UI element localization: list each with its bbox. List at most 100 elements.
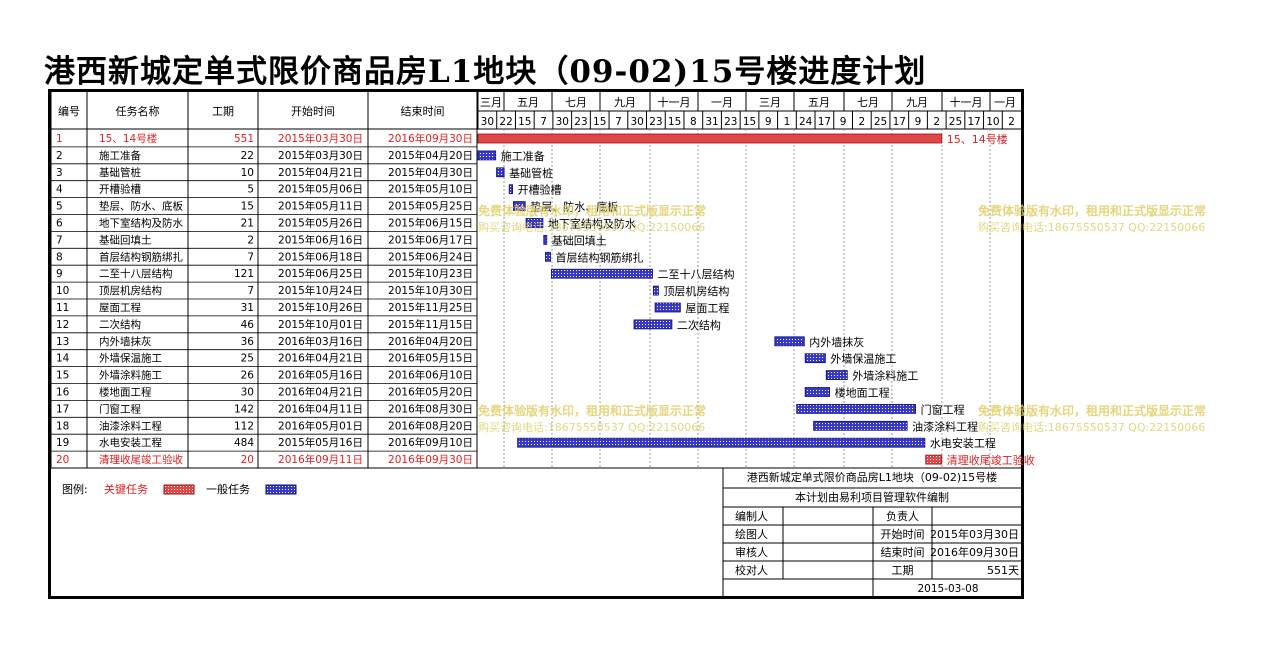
week-label: 23 [574,116,587,128]
gantt-bar-label: 顶层机房结构 [663,284,729,298]
week-label: 15 [593,116,606,128]
watermark-line1-right-lower: 免费体验版有水印，租用和正式版显示正常 [978,404,1207,418]
month-label: 十一月 [950,95,983,109]
gantt-bar-label: 门窗工程 [921,402,965,416]
info-value: 2016年09月30日 [930,545,1019,559]
task-end: 2015年05月10日 [388,183,473,196]
month-label: 五月 [517,96,539,109]
task-duration: 112 [234,420,254,432]
task-end: 2015年11月15日 [388,318,473,331]
task-start: 2015年06月25日 [278,267,363,280]
task-end: 2016年05月20日 [388,386,473,399]
month-label: 五月 [808,96,830,109]
task-start: 2015年05月11日 [278,200,363,213]
info-label: 结束时间 [881,546,925,559]
week-label: 24 [799,116,813,128]
task-end: 2016年06月10日 [388,369,473,382]
month-label: 一月 [994,96,1016,109]
task-start: 2016年04月11日 [278,402,363,415]
task-duration: 20 [241,454,254,466]
week-label: 9 [915,116,922,128]
week-label: 2 [1008,116,1015,128]
task-duration: 21 [241,218,254,230]
watermark-line2-right-lower: 购买咨询电话:18675550537 QQ:22150066 [978,421,1206,434]
task-id: 6 [56,218,63,230]
gantt-bar [550,268,653,279]
task-id: 1 [56,133,63,145]
month-label: 九月 [614,96,636,109]
gantt-bar [543,234,548,245]
gantt-bar [508,184,513,195]
info-value: 2015年03月30日 [930,527,1019,541]
task-start: 2015年03月30日 [278,132,363,145]
gantt-bar [925,454,943,465]
task-end: 2015年10月30日 [388,284,473,297]
week-label: 9 [765,116,772,128]
task-name: 二次结构 [99,318,141,331]
gantt-bar [804,353,826,364]
week-label: 1 [784,116,791,128]
task-id: 11 [56,302,69,314]
task-start: 2015年03月30日 [278,149,363,162]
gantt-bar-label: 施工准备 [501,149,545,163]
task-id: 8 [56,251,63,263]
task-end: 2016年05月15日 [388,352,473,365]
watermark-line2-mid-lower: 购买咨询电话:18675550537 QQ:22150066 [478,421,706,434]
watermark-line1-mid: 免费体验版有水印，租用和正式版显示正常 [478,204,707,218]
week-label: 31 [705,116,718,128]
task-duration: 484 [234,437,254,449]
task-start: 2016年03月16日 [278,335,363,348]
week-label: 15 [743,116,756,128]
header-end: 结束时间 [401,105,445,118]
gantt-bar-label: 地下室结构及防水 [548,217,636,231]
legend-normal-label: 一般任务 [206,483,250,496]
week-label: 10 [986,116,999,128]
gantt-bar-label: 外墙保温施工 [830,352,896,366]
task-duration: 121 [234,268,254,280]
info-label: 工期 [892,564,914,577]
task-start: 2015年10月24日 [278,284,363,297]
task-duration: 25 [241,353,254,365]
page-title: 港西新城定单式限价商品房L1地块（09-02)15号楼进度计划 [44,54,927,90]
task-name: 地下室结构及防水 [99,217,184,230]
week-label: 17 [893,116,906,128]
gantt-bar-label: 清理收尾竣工验收 [947,453,1035,467]
week-label: 15 [668,116,681,128]
info-box-subtitle: 本计划由易利项目管理软件编制 [795,490,949,504]
month-label: 九月 [906,96,928,109]
gantt-bar-label: 油漆涂料工程 [912,419,978,433]
task-id: 18 [56,420,69,432]
gantt-bar [513,201,526,212]
info-label: 绘图人 [735,527,768,541]
task-start: 2015年10月26日 [278,301,363,314]
task-duration: 10 [241,167,254,179]
task-duration: 46 [241,319,255,331]
task-end: 2016年08月20日 [388,419,473,432]
task-start: 2015年06月18日 [278,250,363,263]
task-end: 2015年11月25日 [388,301,473,314]
task-id: 19 [56,437,69,449]
week-label: 22 [499,116,512,128]
gantt-bar [774,336,805,347]
task-duration: 26 [241,370,255,382]
task-name: 门窗工程 [99,402,141,415]
week-label: 23 [724,116,737,128]
task-duration: 30 [241,387,254,399]
task-id: 5 [56,201,63,213]
task-id: 16 [56,387,70,399]
task-start: 2015年06月16日 [278,233,363,246]
month-label: 一月 [711,96,733,109]
task-id: 10 [56,285,69,297]
gantt-bar [496,167,505,178]
info-label: 开始时间 [881,527,925,541]
week-label: 15 [518,116,531,128]
task-end: 2015年06月17日 [388,233,473,246]
task-end: 2016年09月30日 [388,132,473,145]
task-name: 楼地面工程 [99,386,152,399]
task-duration: 5 [247,184,254,196]
task-start: 2015年04月21日 [278,166,363,179]
task-end: 2016年09月10日 [388,436,473,449]
month-label: 十一月 [658,95,691,109]
task-name: 开槽验槽 [99,183,141,196]
